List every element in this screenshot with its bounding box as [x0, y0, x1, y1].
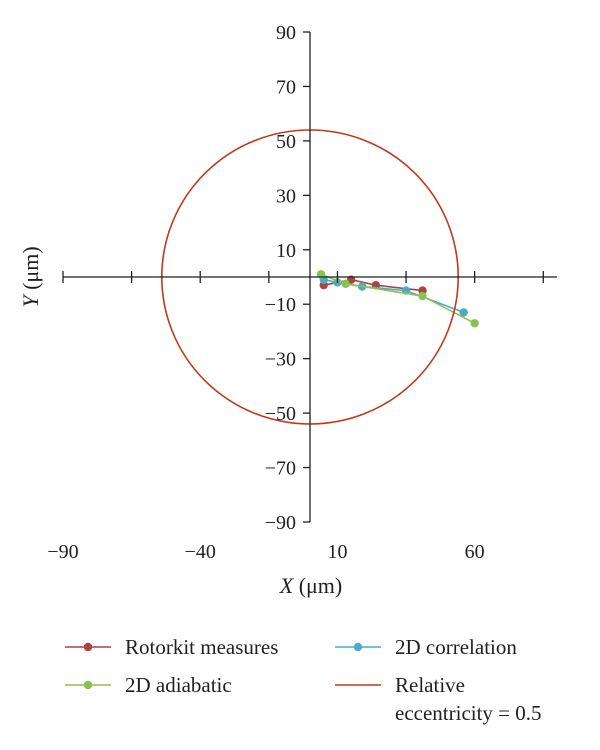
data-point-series-2 [341, 279, 350, 289]
data-point-series-2 [418, 291, 427, 301]
y-tick-label: −30 [265, 349, 296, 371]
data-point-series-1 [459, 308, 468, 317]
legend-item: 2D adiabatic [65, 673, 232, 697]
y-tick-label: 90 [276, 22, 296, 44]
x-axis-label: X (μm) [279, 573, 343, 598]
legend-label-line: eccentricity = 0.5 [395, 701, 542, 725]
series-line-2 [320, 273, 476, 325]
axes: −90 −40 10 60 90 70 50 30 10 −10 −30 −50 −70 −90 [47, 22, 557, 563]
legend-label-line: Rotorkit measures [125, 635, 278, 659]
y-tick-label: −10 [265, 294, 296, 316]
y-tick-label: 30 [276, 185, 296, 207]
legend-label-line: 2D adiabatic [125, 673, 232, 697]
y-tick-label: 10 [276, 240, 296, 262]
legend-swatch-marker [83, 680, 93, 690]
y-axis-label: Y (μm) [18, 246, 43, 307]
legend: Rotorkit measures 2D correlation 2D adiaba… [65, 635, 542, 725]
legend-label: Relative eccentricity = 0.5 [395, 673, 542, 725]
y-axis-label-unit: (μm) [18, 246, 43, 295]
x-tick-label: 10 [327, 541, 347, 563]
x-axis-label-var: X [279, 573, 295, 598]
legend-label-line: 2D correlation [395, 635, 517, 659]
data-point-series-2 [470, 319, 479, 328]
x-tick-label: −40 [185, 541, 216, 563]
legend-label: Rotorkit measures [125, 635, 278, 659]
y-tick-label: −50 [265, 403, 296, 425]
legend-item: Relative eccentricity = 0.5 [335, 673, 542, 725]
x-axis-label-unit: (μm) [293, 573, 342, 598]
y-tick-label: −70 [265, 458, 296, 480]
legend-item: 2D correlation [335, 635, 517, 659]
legend-swatch-marker [83, 642, 93, 652]
legend-label-line: Relative [395, 673, 465, 697]
x-tick-label: −90 [47, 541, 78, 563]
legend-label: 2D correlation [395, 635, 517, 659]
legend-item: Rotorkit measures [65, 635, 278, 659]
x-tick-label: 60 [465, 541, 485, 563]
y-axis-label-var: Y [18, 293, 43, 308]
y-tick-label: 70 [276, 76, 296, 98]
y-tick-label: −90 [265, 512, 296, 534]
y-tick-label: 50 [276, 131, 296, 153]
legend-label: 2D adiabatic [125, 673, 232, 697]
legend-swatch-marker [353, 642, 363, 652]
